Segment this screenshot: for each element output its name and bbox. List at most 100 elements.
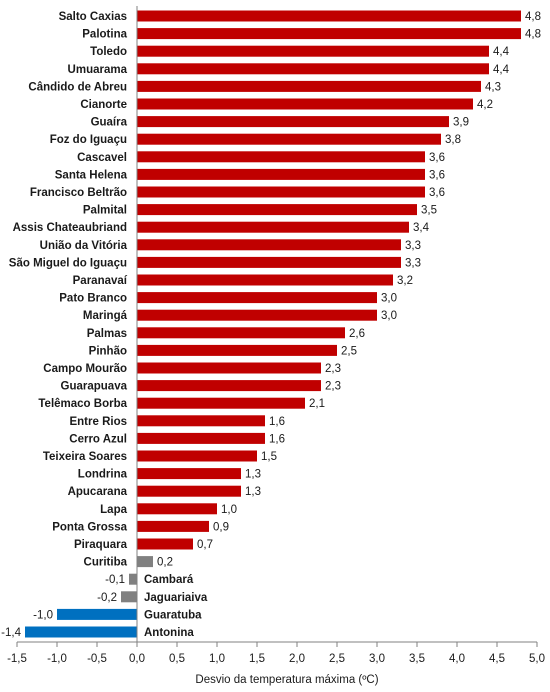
category-label: Palotina: [82, 29, 127, 41]
x-tick-label: 3,0: [369, 653, 385, 665]
x-tick-label: 1,0: [209, 653, 225, 665]
x-tick-label: 3,5: [409, 653, 425, 665]
value-label: 2,5: [341, 345, 357, 357]
value-label: 3,0: [381, 293, 397, 305]
value-label: 2,6: [349, 328, 365, 340]
bar: [137, 256, 401, 268]
bar: [137, 309, 377, 321]
bar: [137, 28, 521, 40]
category-label: Paranavaí: [73, 275, 128, 287]
x-tick-label: 0,5: [169, 653, 185, 665]
value-label: 1,3: [245, 486, 261, 498]
value-label: 4,8: [525, 29, 541, 41]
category-label: Antonina: [144, 627, 194, 639]
value-label: 3,6: [429, 187, 445, 199]
value-label: 3,3: [405, 240, 421, 252]
category-label: Umuarama: [68, 64, 128, 76]
bar: [137, 133, 441, 145]
bar: [137, 380, 321, 392]
bar: [137, 274, 393, 286]
value-label: 0,9: [213, 521, 229, 533]
value-label: 3,9: [453, 117, 469, 129]
category-label: Pato Branco: [59, 293, 127, 305]
x-tick-label: -0,5: [87, 653, 107, 665]
bar: [137, 168, 425, 180]
bar: [137, 468, 241, 480]
category-label: Campo Mourão: [43, 363, 127, 375]
bar: [137, 327, 345, 339]
value-label: 1,6: [269, 433, 285, 445]
value-label: 4,4: [493, 46, 510, 58]
value-label: 3,5: [421, 205, 437, 217]
value-label: 3,6: [429, 169, 445, 181]
value-label: 1,0: [221, 504, 237, 516]
category-label: Pinhão: [89, 345, 127, 357]
bars-group: [25, 10, 521, 638]
bar: [137, 520, 209, 532]
category-label: Santa Helena: [55, 169, 128, 181]
category-label: Palmital: [83, 205, 127, 217]
bar: [137, 45, 489, 57]
value-label: -0,1: [105, 574, 125, 586]
category-label: Guarapuava: [61, 381, 128, 393]
category-label: Francisco Beltrão: [30, 187, 127, 199]
bar: [137, 362, 321, 374]
category-label: Entre Rios: [69, 416, 127, 428]
value-labels-group: 4,84,84,44,44,34,23,93,83,63,63,63,53,43…: [1, 11, 541, 639]
category-label: Piraquara: [74, 539, 128, 551]
category-label: Teixeira Soares: [43, 451, 127, 463]
bar: [121, 591, 137, 603]
bar: [137, 80, 481, 92]
value-label: 2,1: [309, 398, 325, 410]
x-tick-label: 5,0: [529, 653, 545, 665]
value-label: 0,2: [157, 557, 173, 569]
value-label: 1,3: [245, 469, 261, 481]
bar: [137, 221, 409, 233]
value-label: 4,3: [485, 81, 501, 93]
bar: [137, 397, 305, 409]
value-label: 1,5: [261, 451, 277, 463]
value-label: 3,3: [405, 257, 421, 269]
bar: [137, 151, 425, 163]
x-tick-label: 1,5: [249, 653, 265, 665]
category-label: União da Vitória: [40, 240, 128, 252]
category-label: Cascavel: [77, 152, 127, 164]
category-label: Salto Caxias: [59, 11, 127, 23]
category-label: Curitiba: [84, 557, 128, 569]
value-label: 4,4: [493, 64, 510, 76]
category-label: Cianorte: [80, 99, 127, 111]
category-label: Cerro Azul: [69, 433, 127, 445]
bar: [25, 626, 137, 638]
category-label: Londrina: [78, 469, 128, 481]
x-tick-label: 0,0: [129, 653, 145, 665]
category-label: Jaguariaiva: [144, 592, 208, 604]
bar: [137, 10, 521, 22]
x-tick-label: -1,5: [7, 653, 27, 665]
bar: [137, 292, 377, 304]
x-tick-label: 4,0: [449, 653, 465, 665]
bar: [137, 186, 425, 198]
value-label: 4,8: [525, 11, 541, 23]
x-tick-label: -1,0: [47, 653, 67, 665]
category-label: São Miguel do Iguaçu: [9, 257, 127, 269]
bar: [137, 63, 489, 75]
x-tick-label: 4,5: [489, 653, 505, 665]
value-label: 2,3: [325, 363, 341, 375]
bar: [57, 608, 137, 620]
category-label: Guaíra: [91, 117, 128, 129]
bar: [137, 556, 153, 568]
bar: [137, 204, 417, 216]
category-labels-group: Salto Caxias Palotina Toledo Umuarama Cândid…: [9, 11, 208, 639]
x-axis-title: Desvio da temperatura máxima (ºC): [195, 674, 378, 686]
bar: [137, 344, 337, 356]
category-label: Palmas: [87, 328, 127, 340]
bar: [137, 538, 193, 550]
bar: [137, 116, 449, 128]
bar: [137, 503, 217, 515]
value-label: -1,4: [1, 627, 21, 639]
bar: [129, 573, 137, 585]
category-label: Foz do Iguaçu: [50, 134, 127, 146]
category-label: Guaratuba: [144, 609, 202, 621]
value-label: 1,6: [269, 416, 285, 428]
